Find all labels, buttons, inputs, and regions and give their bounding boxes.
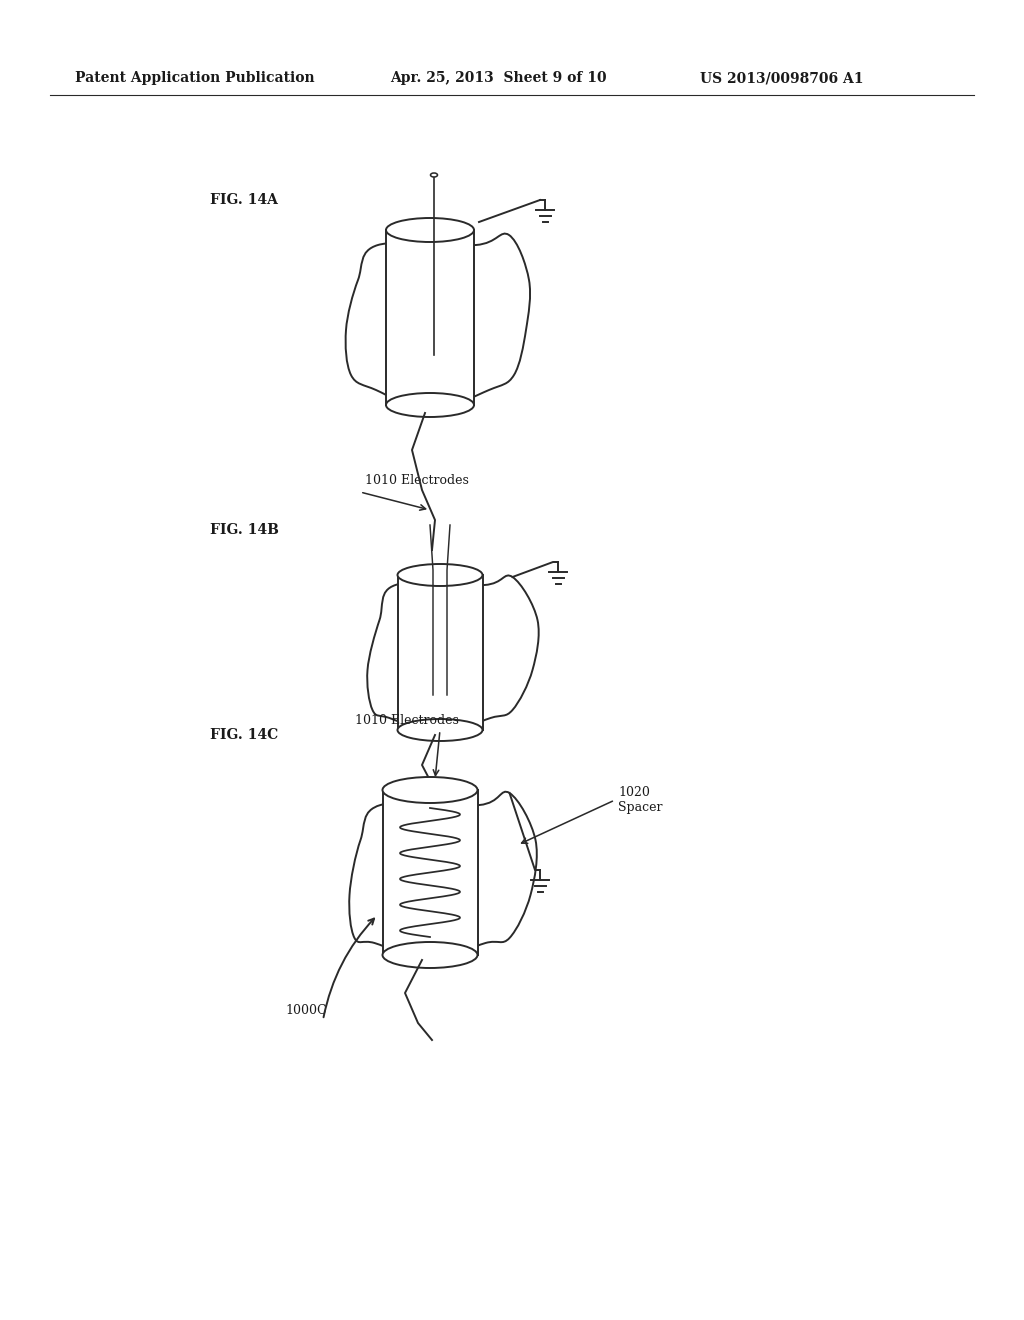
Ellipse shape xyxy=(397,564,482,586)
Text: 1020
Spacer: 1020 Spacer xyxy=(618,785,663,814)
Ellipse shape xyxy=(383,777,477,803)
Bar xyxy=(386,230,474,405)
Ellipse shape xyxy=(386,218,474,242)
PathPatch shape xyxy=(368,576,539,733)
Ellipse shape xyxy=(386,393,474,417)
Ellipse shape xyxy=(383,942,477,968)
Text: FIG. 14B: FIG. 14B xyxy=(210,523,279,537)
Text: 1010 Electrodes: 1010 Electrodes xyxy=(365,474,469,487)
Text: Apr. 25, 2013  Sheet 9 of 10: Apr. 25, 2013 Sheet 9 of 10 xyxy=(390,71,606,84)
Text: US 2013/0098706 A1: US 2013/0098706 A1 xyxy=(700,71,863,84)
Text: 1000C: 1000C xyxy=(285,1003,327,1016)
Bar xyxy=(397,576,482,730)
Text: FIG. 14A: FIG. 14A xyxy=(210,193,278,207)
Ellipse shape xyxy=(430,173,437,177)
Text: Patent Application Publication: Patent Application Publication xyxy=(75,71,314,84)
PathPatch shape xyxy=(345,234,530,411)
Bar xyxy=(383,789,477,954)
Text: FIG. 14C: FIG. 14C xyxy=(210,729,279,742)
PathPatch shape xyxy=(349,792,537,960)
Ellipse shape xyxy=(397,719,482,741)
Text: 1010 Electrodes: 1010 Electrodes xyxy=(355,714,459,726)
